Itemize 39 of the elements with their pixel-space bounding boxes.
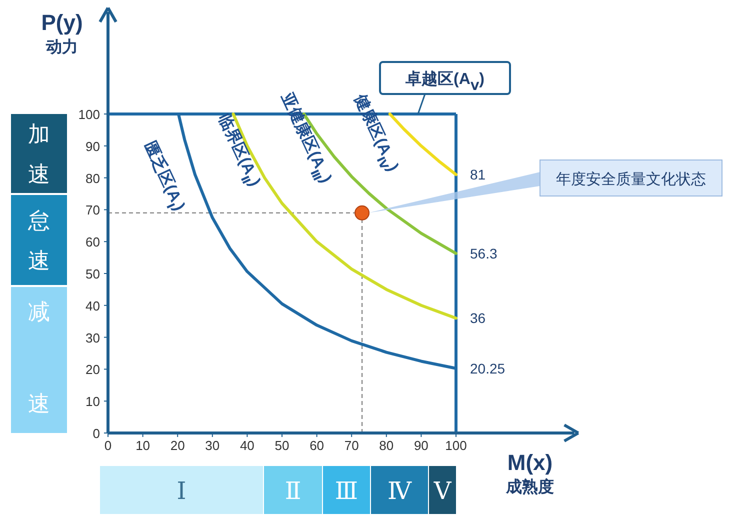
x-tick-label: 40 (240, 438, 254, 453)
x-tick-label: 10 (136, 438, 150, 453)
text: 怠速 (27, 208, 50, 273)
text: Ⅱ (284, 479, 302, 505)
x-axis-title: M(x) 成熟度 (505, 450, 554, 496)
text: Ⅲ (334, 479, 358, 505)
data-label: 36 (470, 310, 486, 326)
x-tick-label: 100 (445, 438, 467, 453)
y-axis-title: P(y) 动力 (41, 10, 83, 56)
x-tick-label: 50 (274, 438, 290, 453)
x-tick-label: 20 (170, 438, 185, 453)
y-tick-label: 80 (86, 170, 100, 186)
annotation: 年度安全质量文化状态 (556, 171, 706, 188)
text: Ⅳ (388, 479, 413, 505)
y-tick-label: 70 (86, 202, 100, 218)
x-tick-label: 0 (104, 438, 112, 453)
data-label: 81 (470, 166, 486, 183)
x-tick-label: 30 (205, 438, 220, 453)
data-label: 56.3 (470, 245, 498, 262)
x-tick-label: 70 (344, 438, 359, 453)
y-tick-label: 60 (86, 234, 100, 250)
text: 加速 (28, 122, 50, 186)
x-tick-label: 60 (310, 438, 324, 453)
data-label: 20.25 (470, 360, 506, 376)
y-tick-label: 0 (92, 426, 100, 441)
y-tick-label: 90 (86, 138, 100, 154)
text: 减 (28, 299, 50, 324)
annotation: 卓越区(A$_{Ⅴ}$) (404, 70, 484, 93)
y-tick-label: 30 (86, 330, 100, 346)
text: 速 (28, 391, 50, 416)
y-tick-label: 100 (78, 107, 100, 122)
y-tick-label: 50 (86, 266, 100, 282)
y-tick-label: 10 (86, 394, 100, 410)
x-tick-label: 80 (379, 438, 394, 453)
text: Ⅴ (432, 479, 452, 505)
y-tick-label: 20 (86, 362, 100, 378)
x-tick-label: 90 (414, 438, 428, 453)
text: Ⅰ (176, 479, 186, 505)
y-tick-label: 40 (86, 298, 100, 314)
